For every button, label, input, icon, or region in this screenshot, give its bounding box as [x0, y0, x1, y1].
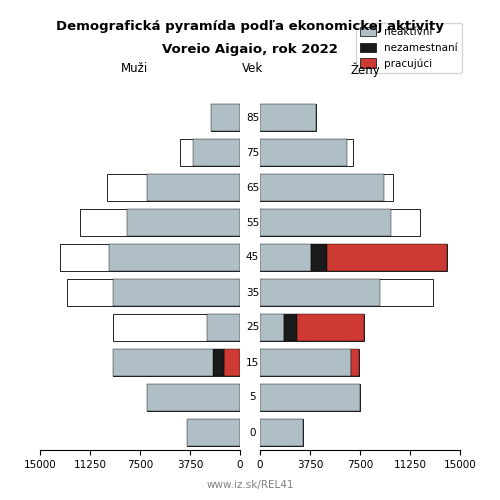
Bar — [114, 280, 240, 305]
Bar — [350, 350, 358, 376]
Bar — [114, 314, 240, 340]
Text: 45: 45 — [246, 252, 259, 262]
Bar — [60, 244, 240, 270]
Bar — [146, 384, 240, 410]
Bar — [110, 244, 240, 270]
Bar — [180, 140, 240, 166]
Bar — [260, 210, 420, 236]
Bar — [260, 384, 360, 410]
Bar — [260, 244, 310, 270]
Text: 35: 35 — [246, 288, 259, 298]
Bar — [260, 140, 346, 166]
Bar — [260, 104, 316, 130]
Text: 0: 0 — [249, 428, 256, 438]
Text: www.iz.sk/REL41: www.iz.sk/REL41 — [206, 480, 294, 490]
Bar — [66, 280, 240, 305]
Bar — [146, 174, 240, 201]
Bar — [260, 174, 394, 201]
Bar — [106, 174, 240, 201]
Text: 85: 85 — [246, 112, 259, 122]
Bar — [186, 420, 240, 446]
Bar — [260, 280, 380, 305]
Bar — [210, 104, 240, 130]
Bar — [260, 280, 434, 305]
Text: 75: 75 — [246, 148, 259, 158]
Bar — [260, 140, 354, 166]
Bar — [214, 350, 224, 376]
Bar — [326, 244, 446, 270]
Bar — [146, 384, 240, 410]
Bar — [260, 314, 284, 340]
Bar — [194, 140, 240, 166]
Bar — [260, 420, 302, 446]
Bar — [310, 244, 326, 270]
Legend: neaktívni, nezamestnaní, pracujúci: neaktívni, nezamestnaní, pracujúci — [356, 23, 462, 72]
Text: Muži: Muži — [122, 62, 148, 76]
Text: 15: 15 — [246, 358, 259, 368]
Text: Vek: Vek — [242, 62, 263, 76]
Text: 55: 55 — [246, 218, 259, 228]
Bar — [210, 104, 240, 130]
Text: 5: 5 — [249, 392, 256, 402]
Bar — [260, 384, 360, 410]
Bar — [260, 104, 316, 130]
Text: 65: 65 — [246, 182, 259, 192]
Bar — [260, 350, 350, 376]
Bar — [186, 420, 240, 446]
Bar — [80, 210, 240, 236]
Bar — [206, 314, 240, 340]
Text: Demografická pyramída podľa ekonomickej aktivity: Demografická pyramída podľa ekonomickej … — [56, 20, 444, 33]
Bar — [260, 210, 390, 236]
Text: 25: 25 — [246, 322, 259, 332]
Bar — [126, 210, 240, 236]
Bar — [260, 420, 302, 446]
Bar — [260, 350, 358, 376]
Text: Ženy: Ženy — [350, 62, 380, 77]
Bar — [260, 314, 364, 340]
Bar — [260, 244, 446, 270]
Bar — [298, 314, 364, 340]
Bar — [260, 174, 384, 201]
Bar — [284, 314, 298, 340]
Text: Voreio Aigaio, rok 2022: Voreio Aigaio, rok 2022 — [162, 42, 338, 56]
Bar — [114, 350, 240, 376]
Bar — [114, 350, 214, 376]
Bar — [224, 350, 240, 376]
